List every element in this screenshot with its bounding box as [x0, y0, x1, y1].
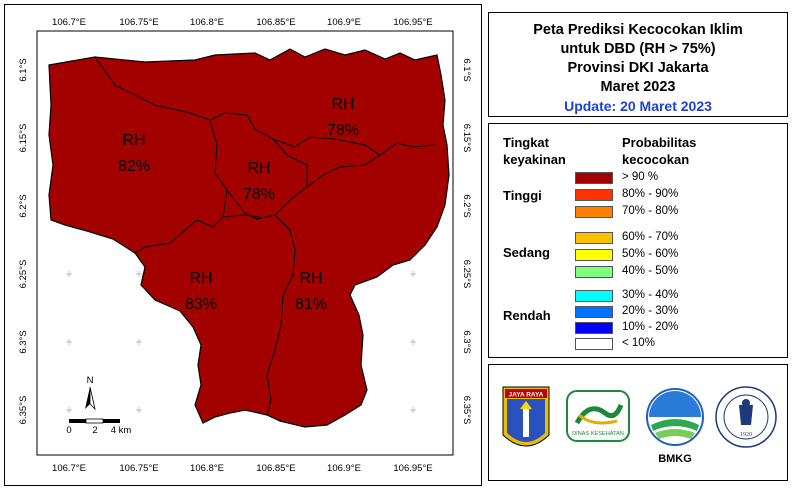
lon-tick-top: 106.95°E: [393, 17, 432, 28]
legend-swatch: [575, 290, 613, 302]
legend-swatch: [575, 306, 613, 318]
svg-text:BMKG: BMKG: [658, 453, 692, 465]
lon-tick-bottom: 106.75°E: [119, 463, 158, 474]
dinas-kesehatan-logo: DINAS KESEHATAN: [566, 390, 630, 442]
lon-tick-bottom: 106.95°E: [393, 463, 432, 474]
legend-group-rendah: Rendah: [503, 308, 551, 323]
legend-item-label: 50% - 60%: [622, 248, 679, 260]
lat-tick-left: 6.1°S: [18, 58, 29, 81]
lat-tick-right: 6.1°S: [461, 58, 472, 81]
lat-tick-right: 6.3°S: [461, 330, 472, 353]
lat-tick-left: 6.2°S: [18, 194, 29, 217]
region-label-timur-rh: RH: [299, 270, 322, 287]
region-label-pusat-value: 78%: [243, 186, 275, 203]
title-line2: untuk DBD (RH > 75%): [560, 41, 716, 57]
svg-text:0: 0: [66, 425, 71, 436]
logos-strip: JAYA RAYA DINAS KESEHATAN BMKG 1920: [502, 386, 777, 465]
legend-item-label: 70% - 80%: [622, 205, 679, 217]
lat-tick-right: 6.2°S: [461, 194, 472, 217]
lat-tick-right: 6.15°S: [461, 124, 472, 153]
legend-col1-header: Tingkat keyakinan: [503, 135, 566, 167]
logo-panel: JAYA RAYA DINAS KESEHATAN BMKG 1920: [488, 364, 788, 481]
region-label-barat-value: 82%: [118, 158, 150, 175]
region-label-barat-rh: RH: [122, 132, 145, 149]
legend-panel: Tingkat keyakinan Probabilitas kecocokan…: [488, 123, 788, 358]
jakarta-crest-logo: JAYA RAYA: [502, 386, 550, 447]
legend-group-sedang: Sedang: [503, 245, 550, 260]
title-line1: Peta Prediksi Kecocokan Iklim: [533, 22, 743, 38]
lon-tick-bottom: 106.8°E: [190, 463, 224, 474]
dki-jakarta-province: [48, 48, 450, 428]
legend-swatch: [575, 206, 613, 218]
lat-tick-left: 6.15°S: [18, 124, 29, 153]
north-label: N: [87, 375, 94, 386]
lon-tick-bottom: 106.9°E: [327, 463, 361, 474]
legend-item-label: 20% - 30%: [622, 305, 679, 317]
scale-bar: 0 2 4 km: [66, 418, 132, 436]
svg-text:1920: 1920: [740, 432, 752, 438]
region-label-utara-value: 78%: [327, 122, 359, 139]
lat-tick-left: 6.35°S: [18, 396, 29, 425]
region-label-utara-rh: RH: [331, 96, 354, 113]
legend-swatch: [575, 266, 613, 278]
north-arrow-icon: N: [85, 375, 96, 411]
legend-item-label: 30% - 40%: [622, 289, 679, 301]
svg-text:DINAS KESEHATAN: DINAS KESEHATAN: [572, 431, 624, 437]
region-label-timur-value: 81%: [295, 296, 327, 313]
lat-tick-left: 6.3°S: [18, 330, 29, 353]
region-label-selatan-rh: RH: [189, 270, 212, 287]
bmkg-logo: BMKG: [646, 388, 704, 465]
lon-tick-top: 106.9°E: [327, 17, 361, 28]
region-label-pusat-rh: RH: [247, 160, 270, 177]
legend-swatch: [575, 322, 613, 334]
lat-tick-right: 6.35°S: [461, 396, 472, 425]
lon-tick-top: 106.85°E: [256, 17, 295, 28]
lat-tick-left: 6.25°S: [18, 260, 29, 289]
map-frame: 106.7°E 106.75°E 106.8°E 106.85°E 106.9°…: [4, 4, 482, 486]
region-boundaries: [94, 56, 436, 416]
legend-item-label: < 10%: [622, 337, 655, 349]
legend-item-label: 10% - 20%: [622, 321, 679, 333]
title-line4: Maret 2023: [600, 79, 676, 95]
legend-group-tinggi: Tinggi: [503, 188, 542, 203]
legend-swatch: [575, 338, 613, 350]
map-canvas: 106.7°E 106.75°E 106.8°E 106.85°E 106.9°…: [18, 17, 472, 474]
region-label-selatan-value: 83%: [185, 296, 217, 313]
legend-item-label: 80% - 90%: [622, 188, 679, 200]
legend-item-label: 60% - 70%: [622, 231, 679, 243]
legend-swatch: [575, 249, 613, 261]
lon-tick-top: 106.8°E: [190, 17, 224, 28]
lon-tick-top: 106.7°E: [52, 17, 86, 28]
legend-swatch: [575, 172, 613, 184]
lon-tick-top: 106.75°E: [119, 17, 158, 28]
lat-tick-right: 6.25°S: [461, 260, 472, 289]
lon-tick-bottom: 106.85°E: [256, 463, 295, 474]
svg-text:4 km: 4 km: [111, 425, 132, 436]
svg-text:2: 2: [92, 425, 97, 436]
title-line3: Provinsi DKI Jakarta: [567, 60, 709, 76]
update-date: Update: 20 Maret 2023: [564, 98, 712, 114]
legend-swatch: [575, 189, 613, 201]
itb-logo: 1920: [715, 386, 777, 448]
legend-swatch: [575, 232, 613, 244]
legend-item-label: > 90 %: [622, 171, 659, 183]
lon-tick-bottom: 106.7°E: [52, 463, 86, 474]
legend-col2-header: Probabilitas kecocokan: [622, 135, 697, 167]
legend-item-label: 40% - 50%: [622, 265, 679, 277]
title-panel: Peta Prediksi Kecocokan Iklim untuk DBD …: [488, 12, 788, 117]
svg-text:JAYA RAYA: JAYA RAYA: [509, 392, 544, 399]
